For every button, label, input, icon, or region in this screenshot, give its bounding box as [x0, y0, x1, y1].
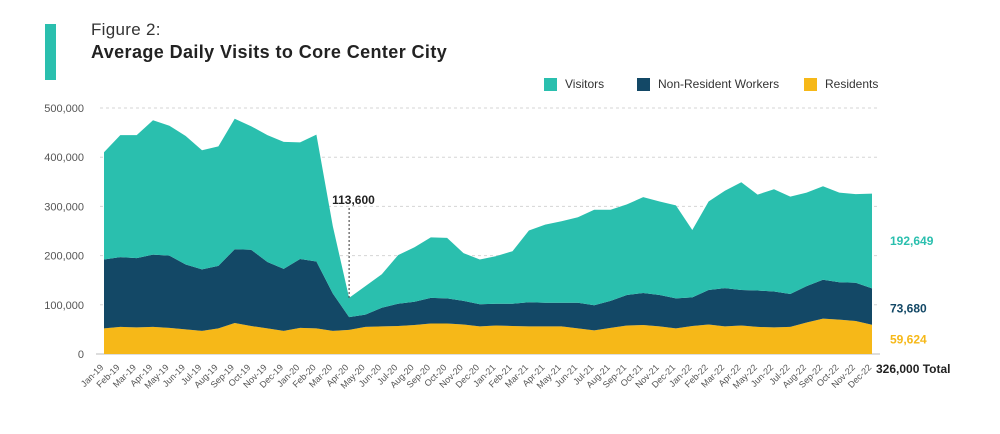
y-tick-label: 200,000: [44, 251, 84, 263]
legend-swatch-visitors: [544, 77, 557, 91]
legend-label-residents: Residents: [825, 77, 879, 91]
end-label-residents: 59,624: [890, 332, 927, 346]
legend-swatch-residents: [804, 77, 817, 91]
x-axis-ticks: Jan-19Feb-19Mar-19Apr-19May-19Jun-19Jul-…: [79, 362, 874, 390]
legend-label-visitors: Visitors: [565, 77, 605, 91]
figure-label: Figure 2:: [91, 20, 161, 39]
legend-item-visitors: Visitors: [544, 77, 604, 91]
legend-item-workers: Non-Resident Workers: [637, 77, 779, 91]
legend-swatch-workers: [637, 77, 650, 91]
title-accent-bar: [45, 24, 56, 80]
end-label-visitors: 192,649: [890, 234, 934, 248]
annotations: 113,600 192,649 73,680 59,624 326,000 Total: [332, 193, 950, 376]
legend-label-workers: Non-Resident Workers: [658, 77, 780, 91]
y-tick-label: 400,000: [44, 152, 84, 164]
y-axis-ticks: 500,000 400,000 300,000 200,000 100,000 0: [44, 103, 84, 361]
area-series-workers: [104, 249, 872, 331]
stacked-areas: [104, 118, 872, 354]
area-series-visitors: [104, 118, 872, 318]
end-label-total: 326,000 Total: [876, 362, 950, 376]
legend-item-residents: Residents: [804, 77, 878, 91]
area-series-residents: [104, 318, 872, 354]
y-tick-label: 0: [78, 349, 84, 361]
chart-title: Average Daily Visits to Core Center City: [91, 42, 448, 62]
y-tick-label: 500,000: [44, 103, 84, 115]
end-label-workers: 73,680: [890, 302, 927, 316]
y-tick-label: 100,000: [44, 300, 84, 312]
y-tick-label: 300,000: [44, 201, 84, 213]
annotation-apr20-total: 113,600: [332, 193, 375, 207]
